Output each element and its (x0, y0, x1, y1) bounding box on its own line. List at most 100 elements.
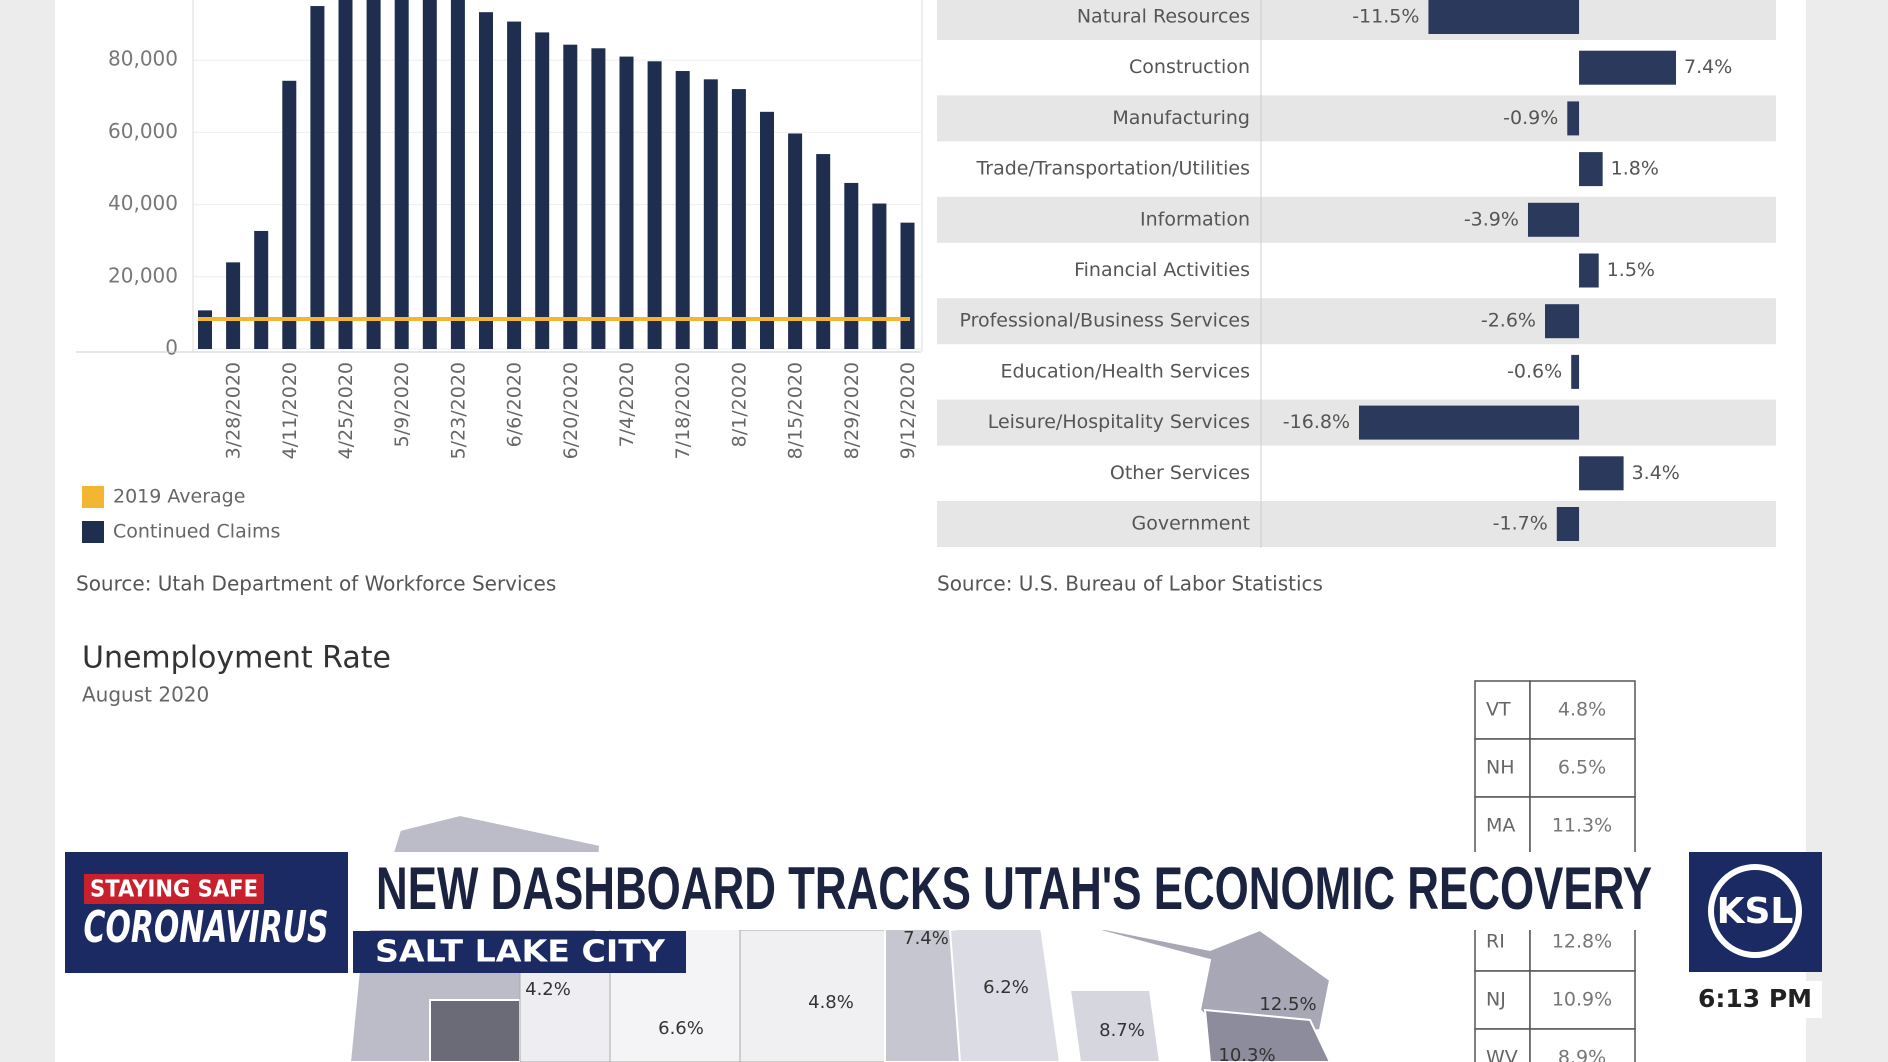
bar (788, 133, 803, 349)
bar (1579, 253, 1599, 288)
tag-top-box (84, 874, 264, 904)
bar (900, 222, 915, 349)
value-label: -1.7% (1493, 513, 1548, 535)
state-rate: 8.9% (1558, 1047, 1606, 1062)
bar (1579, 50, 1676, 85)
bar (282, 80, 297, 349)
map-label: 8.7% (1099, 1020, 1145, 1041)
logo-ring (1708, 864, 1802, 958)
category-label: Education/Health Services (1000, 360, 1250, 382)
legend-swatch (82, 521, 104, 543)
state-rate: 6.5% (1558, 757, 1606, 779)
bar (760, 111, 774, 349)
tag-top: STAYING SAFE (90, 877, 258, 903)
location-box (353, 931, 686, 973)
value-label: -16.8% (1283, 411, 1350, 433)
bar (563, 44, 578, 349)
headline: NEW DASHBOARD TRACKS UTAH'S ECONOMIC REC… (376, 855, 1652, 922)
state-code: WV (1486, 1047, 1518, 1062)
state-rate: 4.8% (1558, 699, 1606, 721)
legend-label: Continued Claims (113, 521, 280, 543)
category-label: Financial Activities (1074, 259, 1250, 281)
state-rate: 11.3% (1552, 815, 1612, 837)
state-code: NH (1486, 757, 1515, 779)
value-label: 3.4% (1632, 462, 1680, 484)
map-label: 4.8% (808, 992, 854, 1013)
state-code: RI (1486, 931, 1505, 953)
x-tick-label: 6/20/2020 (560, 362, 582, 459)
value-label: 7.4% (1684, 56, 1732, 78)
category-label: Construction (1129, 56, 1250, 78)
bar (1359, 405, 1580, 440)
value-label: 1.8% (1611, 158, 1659, 180)
category-label: Leisure/Hospitality Services (988, 411, 1250, 433)
source-note: Source: Utah Department of Workforce Ser… (76, 572, 556, 596)
x-tick-label: 5/9/2020 (391, 362, 413, 447)
table-cell (1529, 796, 1636, 856)
x-tick-label: 7/4/2020 (616, 362, 638, 447)
bar (1571, 354, 1580, 389)
value-label: -3.9% (1464, 208, 1519, 230)
x-tick-label: 6/6/2020 (504, 362, 526, 447)
bar (1579, 152, 1603, 187)
bar (619, 56, 634, 350)
bar (1567, 101, 1580, 136)
bar (872, 203, 887, 349)
table-cell (1474, 738, 1531, 798)
logo: KSL (1717, 891, 1794, 932)
bar (731, 89, 746, 349)
bar (1545, 304, 1580, 339)
legend-swatch (82, 486, 104, 508)
y-tick-label: 60,000 (108, 119, 178, 143)
tag-box (65, 852, 348, 973)
x-tick-label: 3/28/2020 (223, 362, 245, 459)
bar (366, 0, 381, 349)
bar (198, 310, 212, 349)
x-tick-label: 5/23/2020 (447, 362, 469, 459)
location: SALT LAKE CITY (375, 935, 666, 970)
x-tick-label: 7/18/2020 (672, 362, 694, 459)
bar (338, 0, 353, 349)
map-state (1059, 919, 1332, 1042)
map-label: 7.4% (903, 928, 949, 949)
y-tick-label: 20,000 (108, 263, 178, 287)
time-box (1689, 981, 1822, 1018)
value-label: 1.5% (1607, 259, 1655, 281)
map-label: 12.5% (1259, 994, 1316, 1015)
state-code: NJ (1486, 989, 1506, 1011)
x-tick-label: 8/1/2020 (728, 362, 750, 447)
table-cell (1474, 1028, 1531, 1062)
x-tick-label: 8/15/2020 (785, 362, 807, 459)
bar (844, 182, 859, 349)
row-band (937, 501, 1776, 547)
value-label: -0.6% (1507, 360, 1562, 382)
state-code: VT (1486, 699, 1511, 721)
map-state (1068, 989, 1162, 1062)
legend-label: 2019 Average (113, 486, 245, 508)
bar (1579, 456, 1624, 491)
category-label: Other Services (1110, 462, 1250, 484)
map-subtitle: August 2020 (82, 683, 209, 707)
bar (535, 32, 550, 349)
y-tick-label: 0 (165, 336, 178, 360)
table-cell (1529, 680, 1636, 740)
bar (675, 71, 690, 349)
source-note: Source: U.S. Bureau of Labor Statistics (937, 572, 1323, 596)
row-band (937, 0, 1776, 40)
map-state (1203, 1008, 1332, 1062)
category-label: Information (1140, 208, 1250, 230)
headline-box (353, 852, 1671, 930)
bar (422, 0, 437, 349)
x-tick-label: 9/12/2020 (897, 362, 919, 459)
table-cell (1529, 1028, 1636, 1062)
map-label: 10.3% (1218, 1045, 1275, 1062)
category-label: Professional/Business Services (959, 310, 1250, 332)
category-label: Natural Resources (1077, 6, 1250, 28)
row-band (937, 95, 1776, 142)
bar (450, 0, 465, 349)
bar (1527, 202, 1580, 237)
row-band (937, 298, 1776, 345)
y-tick-label: 80,000 (108, 47, 178, 71)
bar (1428, 0, 1580, 34)
